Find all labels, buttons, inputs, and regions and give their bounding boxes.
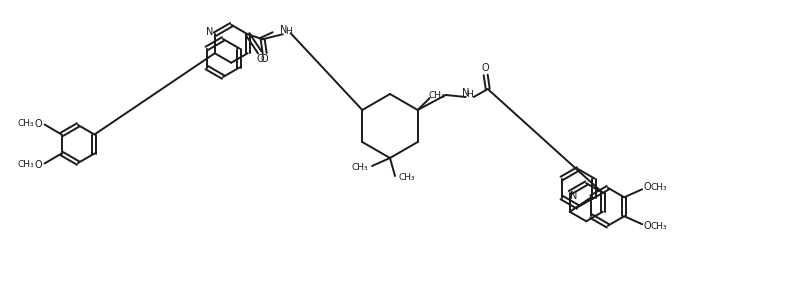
Text: N: N xyxy=(206,27,214,37)
Text: O: O xyxy=(35,160,42,170)
Text: N: N xyxy=(280,25,287,35)
Text: CH₃: CH₃ xyxy=(352,163,368,173)
Text: CH₃: CH₃ xyxy=(17,119,34,128)
Text: O: O xyxy=(643,182,651,192)
Text: CH₃: CH₃ xyxy=(17,160,34,169)
Text: N: N xyxy=(462,88,470,98)
Text: O: O xyxy=(643,221,651,231)
Text: N: N xyxy=(570,191,578,201)
Text: O: O xyxy=(482,63,490,73)
Text: O: O xyxy=(257,54,265,64)
Text: CH₃: CH₃ xyxy=(399,173,416,183)
Text: CH₃: CH₃ xyxy=(651,222,667,231)
Text: O: O xyxy=(35,118,42,128)
Text: H: H xyxy=(286,27,292,36)
Text: CH₃: CH₃ xyxy=(429,91,445,99)
Text: O: O xyxy=(261,54,269,64)
Text: CH₃: CH₃ xyxy=(651,183,667,192)
Text: H: H xyxy=(466,89,473,99)
